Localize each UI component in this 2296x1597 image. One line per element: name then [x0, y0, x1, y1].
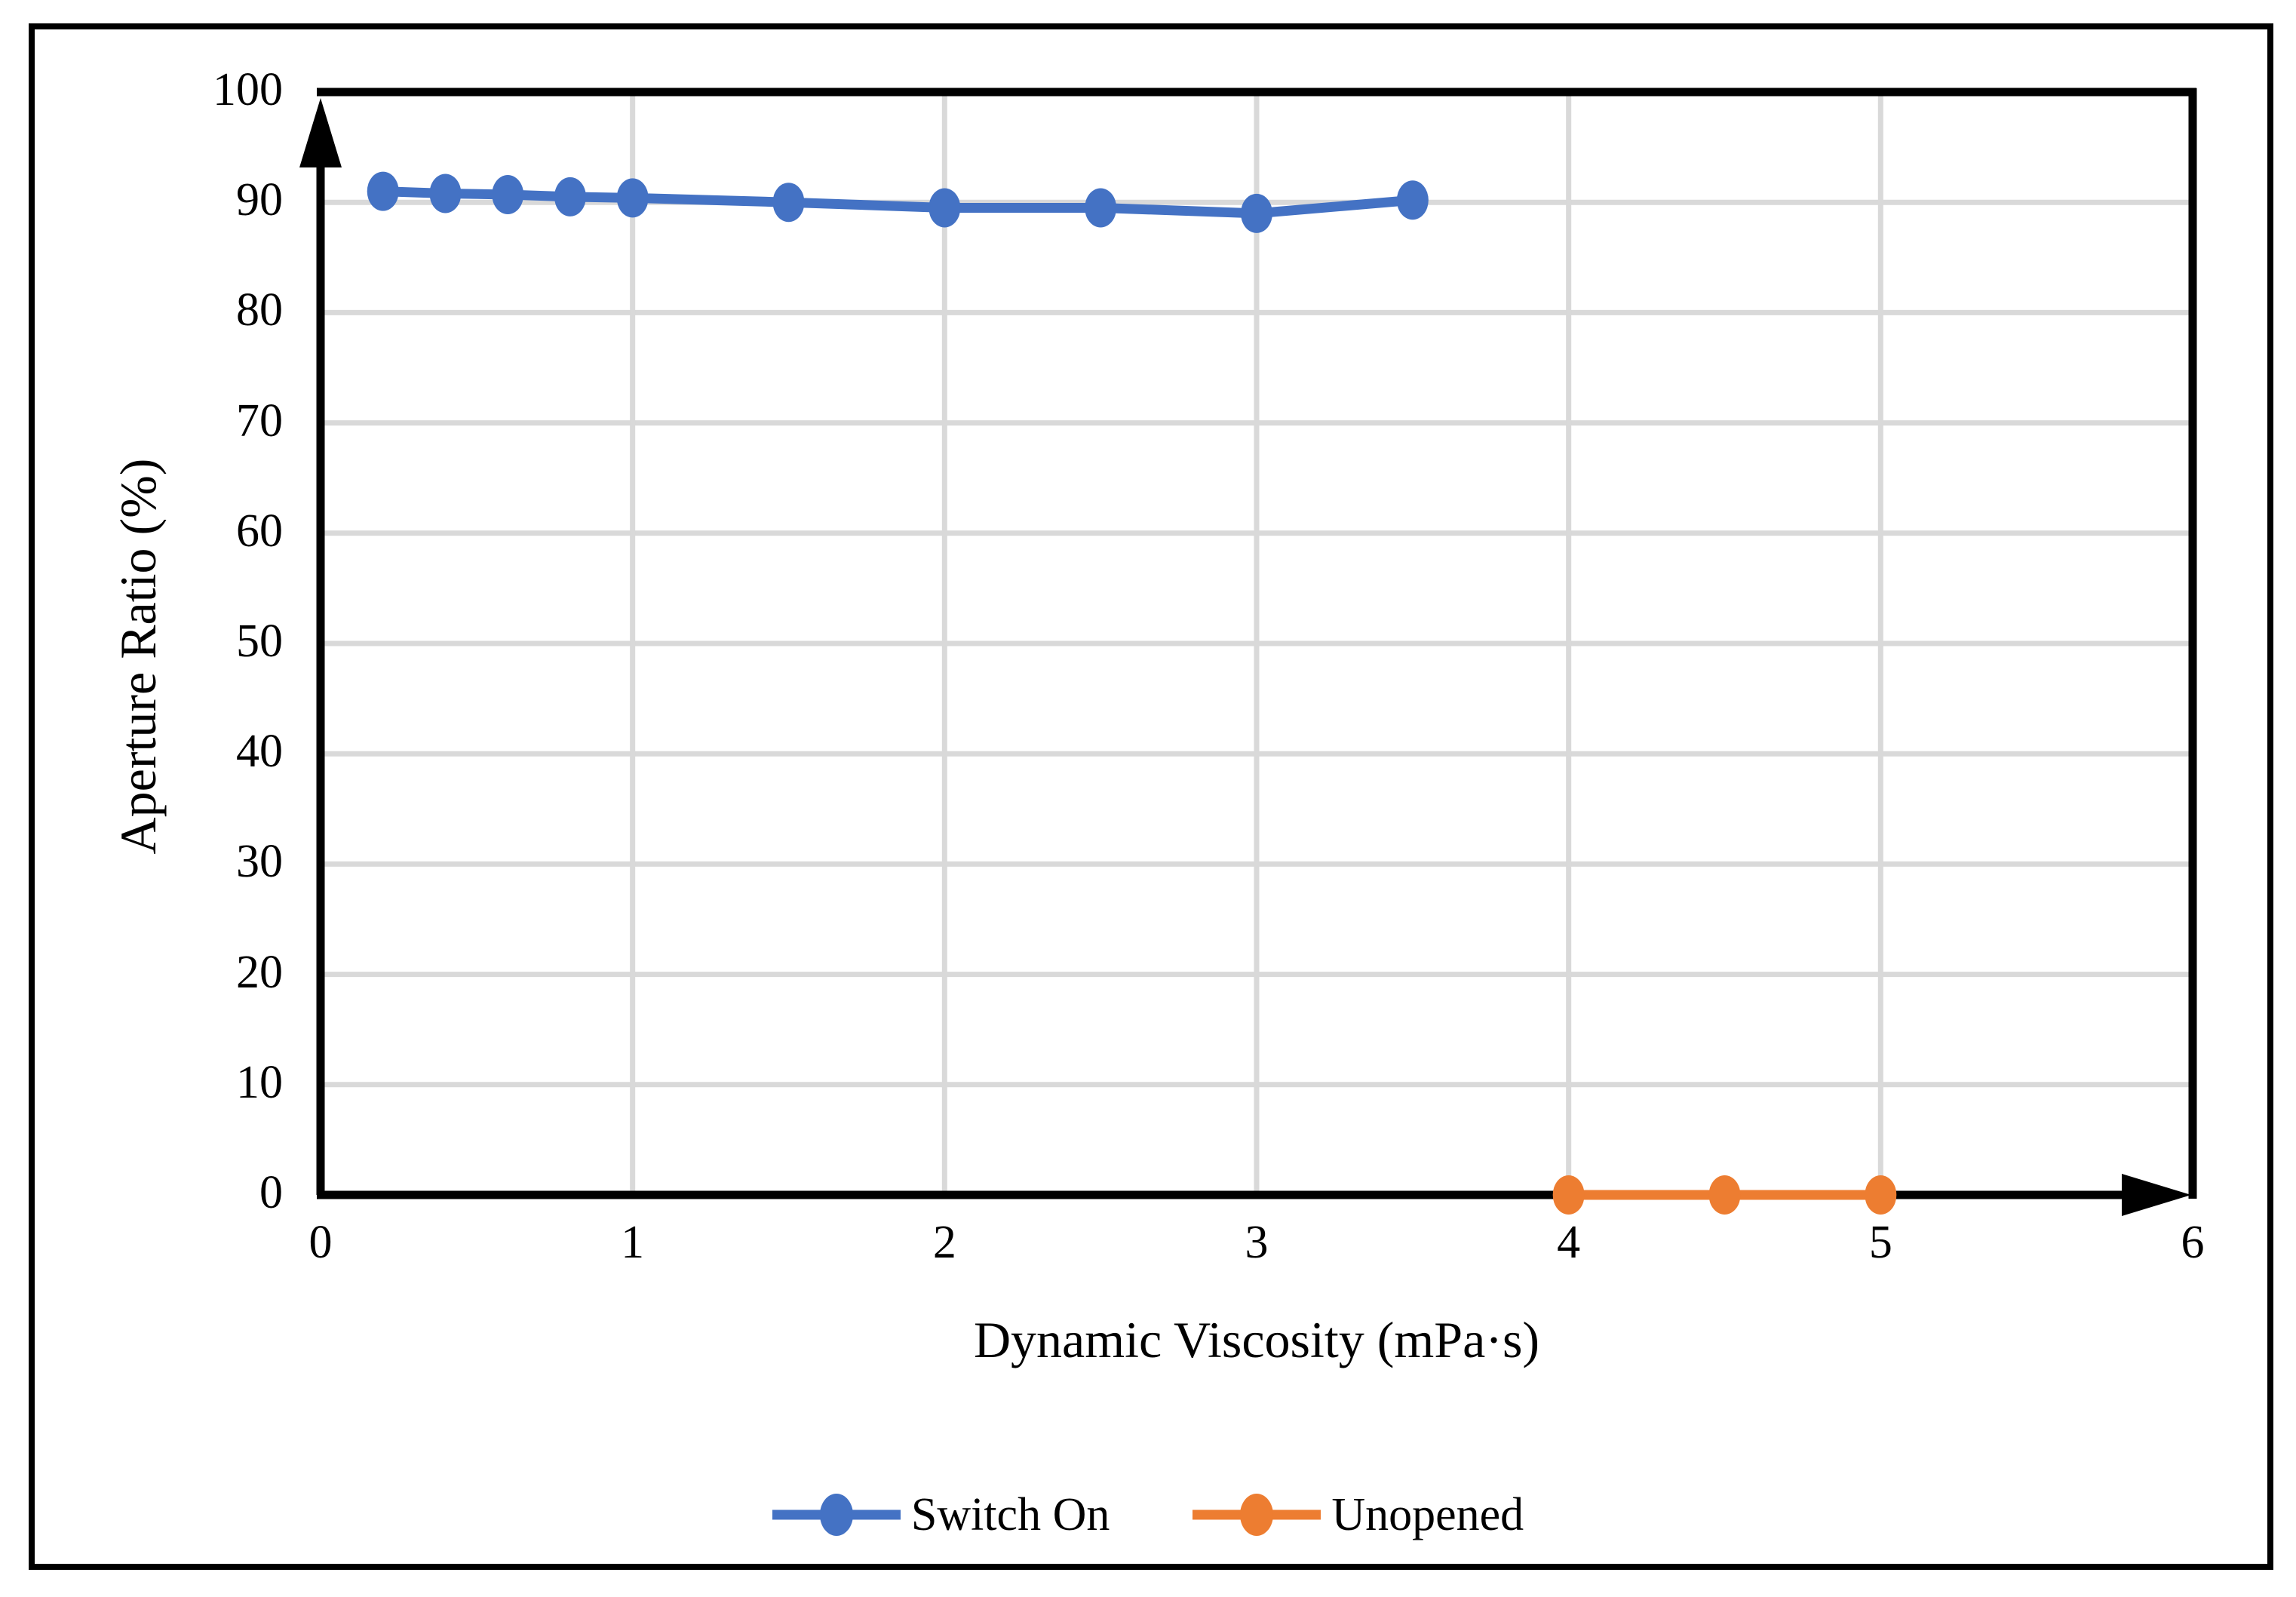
data-point-series-1	[1552, 1175, 1585, 1215]
y-tick-label: 10	[236, 1056, 283, 1108]
x-tick-label: 3	[1245, 1217, 1269, 1268]
legend-item: Unopened	[1193, 1488, 1524, 1541]
y-tick-label: 60	[236, 505, 283, 557]
data-point-series-0	[554, 177, 586, 217]
x-tick-label: 2	[932, 1217, 956, 1268]
y-tick-label: 40	[236, 726, 283, 778]
y-tick-label: 70	[236, 395, 283, 447]
data-point-series-0	[367, 171, 399, 211]
data-point-series-0	[429, 174, 462, 213]
data-point-series-0	[772, 183, 805, 223]
data-point-series-1	[1865, 1175, 1897, 1215]
data-point-series-0	[616, 178, 649, 218]
y-tick-label: 0	[259, 1166, 283, 1218]
data-point-series-1	[1708, 1175, 1741, 1215]
x-tick-label: 4	[1557, 1217, 1581, 1268]
data-point-series-0	[1241, 193, 1272, 233]
x-axis-arrowhead-icon	[2122, 1174, 2191, 1216]
x-tick-label: 6	[2181, 1217, 2205, 1268]
legend-marker-icon	[1193, 1488, 1321, 1541]
x-axis-title: Dynamic Viscosity (mPa·s)	[973, 1311, 1540, 1368]
series-line-0	[378, 186, 1418, 219]
legend-label: Switch On	[910, 1489, 1110, 1540]
legend-marker-icon	[772, 1488, 901, 1541]
y-tick-label: 50	[236, 615, 283, 667]
legend: Switch On Unopened	[35, 1477, 2261, 1552]
y-tick-label: 20	[236, 946, 283, 998]
y-tick-label: 100	[213, 63, 283, 115]
legend-item: Switch On	[772, 1488, 1110, 1541]
y-axis-arrowhead-icon	[299, 98, 342, 167]
y-tick-label: 30	[236, 836, 283, 888]
x-tick-label: 0	[308, 1217, 333, 1268]
x-tick-label: 1	[621, 1217, 645, 1268]
data-point-series-0	[1085, 188, 1117, 228]
figure-border	[29, 23, 2273, 1570]
y-tick-label: 80	[236, 284, 283, 336]
y-axis-title: Aperture Ratio (%)	[109, 458, 167, 855]
y-tick-label: 90	[236, 174, 283, 226]
data-point-series-0	[1396, 180, 1429, 220]
data-point-series-0	[492, 174, 524, 214]
x-tick-label: 5	[1868, 1217, 1892, 1268]
legend-label: Unopened	[1331, 1489, 1524, 1540]
data-point-series-0	[929, 188, 961, 228]
